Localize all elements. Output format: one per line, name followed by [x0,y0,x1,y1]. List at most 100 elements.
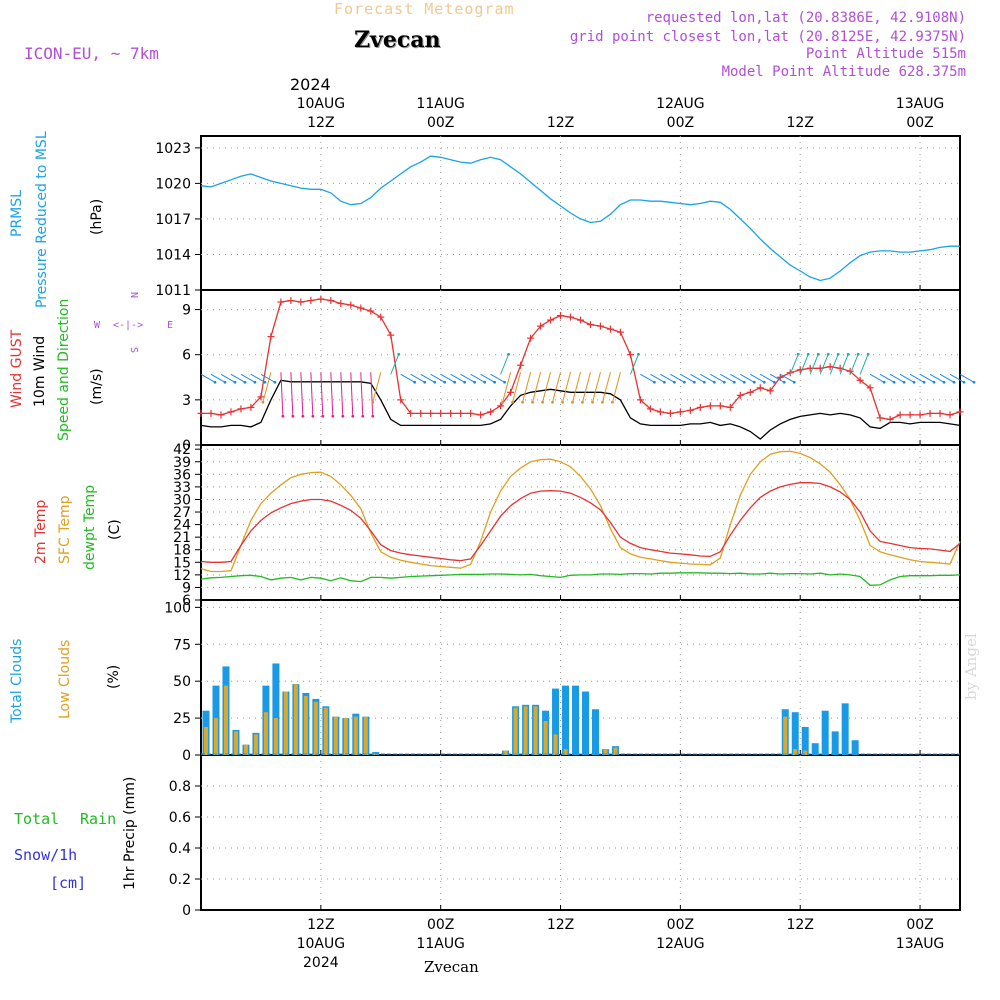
wind-arrow-head [972,380,976,384]
wind-direction-arrow [799,354,809,375]
bottom-hour-label: 12Z [547,917,574,933]
dewpoint-line [200,572,961,586]
total-cloud-bar [851,740,859,755]
wind-arrow-head [503,380,507,384]
wind-direction-arrow [320,372,324,417]
low-cloud-bar [533,706,538,755]
point-altitude: Point Altitude 515m [805,46,966,62]
wind-arrow-head [882,380,886,384]
wind-direction-arrow [250,373,266,383]
wind-arrow-head [866,352,870,356]
bottom-date-label: 12AUG [656,936,705,952]
wind-direction-arrow [340,372,344,417]
ytick-label-clouds: 75 [173,637,191,653]
sfc-temp-line [200,450,961,573]
wind-direction-arrow [650,373,665,383]
ytick-label-temperature: 33 [173,480,191,496]
wind-direction-arrow [262,372,272,403]
wind-direction-arrow [470,373,485,383]
compass-axis: <-|-> [113,320,144,331]
wind-arrow-head [371,414,375,418]
wind-direction-arrow [360,372,364,417]
wind-direction-arrow [430,373,445,383]
ytick-label-temperature: 39 [173,455,191,471]
ytick-label-temperature: 30 [173,492,191,508]
wind-arrow-head [473,380,477,384]
top-date-label: 13AUG [896,96,945,112]
wind-direction-arrow [601,372,611,403]
wind-direction-arrow [929,373,945,383]
wind-direction-arrow [390,354,400,375]
low-cloud-bar [613,747,618,755]
wind-direction-arrow [260,373,276,383]
bottom-date-label: 11AUG [416,936,465,952]
ytick-label-precip: 0.2 [169,872,191,888]
wind-direction-arrow [450,373,465,383]
bottom-date-label: 10AUG [297,936,346,952]
wind-arrow-head [463,380,467,384]
wind-direction-arrow [779,373,795,383]
ytick-label-temperature: 27 [173,505,191,521]
wind-direction-arrow [512,372,522,403]
top-date-label: 12AUG [656,96,705,112]
wind-direction-arrow [939,373,955,383]
wind-direction-arrow [899,373,915,383]
compass-west: W [94,320,101,331]
panel-frame-temperature [200,444,961,601]
low-cloud-bar [204,726,208,755]
wind-arrow-head [672,380,676,384]
total-cloud-bar [801,726,809,755]
top-hour-label: 12Z [547,115,574,131]
wind-direction-arrow [680,373,695,383]
wind-arrow-head [281,414,285,418]
wind-direction-arrow [700,373,715,383]
precip-legend-rain: Rain [80,810,117,828]
ytick-label-temperature: 36 [173,467,191,483]
wind-arrow-head [501,400,504,404]
low-cloud-bar [303,695,308,755]
wind-arrow-head [912,380,916,384]
wind-arrow-head [213,380,217,384]
wind-arrow-head [663,380,666,384]
total-cloud-bar [591,709,599,755]
wind-direction-arrow [660,373,675,383]
wind-arrow-head [806,352,810,356]
ytick-label-temperature: 18 [173,543,191,559]
total-cloud-bar [572,685,580,755]
ytick-label-pressure: 1023 [155,141,191,157]
low-cloud-bar [603,749,608,755]
wind-direction-arrow [859,354,869,375]
low-cloud-bar [283,691,288,755]
wind-direction-arrow [640,373,655,383]
wind-direction-arrow [849,354,859,375]
wind-direction-arrow [210,373,226,383]
wind-arrow-head [752,380,756,384]
low-cloud-bar [353,716,358,755]
total-cloud-bar [562,685,570,755]
location-title: Zvecan [354,27,441,53]
wind-direction-arrow [750,373,765,383]
wind-direction-arrow [690,373,705,383]
low-cloud-bar [343,718,348,755]
wind-arrow-head [932,380,936,384]
low-cloud-bar [313,701,318,755]
wind-arrow-head [261,400,265,404]
top-date-label: 11AUG [416,96,465,112]
top-hour-label: 00Z [667,115,694,131]
top-date-label: 10AUG [297,96,346,112]
wind-direction-arrow [370,372,374,417]
compass-east: E [167,320,174,331]
ytick-label-precip: 0.8 [169,779,191,795]
low-cloud-bar [783,716,788,755]
bottom-hour-label: 00Z [906,917,933,933]
ytick-label-temperature: 9 [182,580,191,596]
wind-arrow-head [291,414,295,418]
wind-arrow-head [856,352,860,356]
wind-direction-arrow [460,373,475,383]
wind-direction-arrow [280,372,284,417]
wind-direction-arrow [582,372,591,403]
wind-direction-arrow [670,373,685,383]
top-title: Forecast Meteogram [334,0,515,18]
wind-direction-arrow [629,354,639,375]
